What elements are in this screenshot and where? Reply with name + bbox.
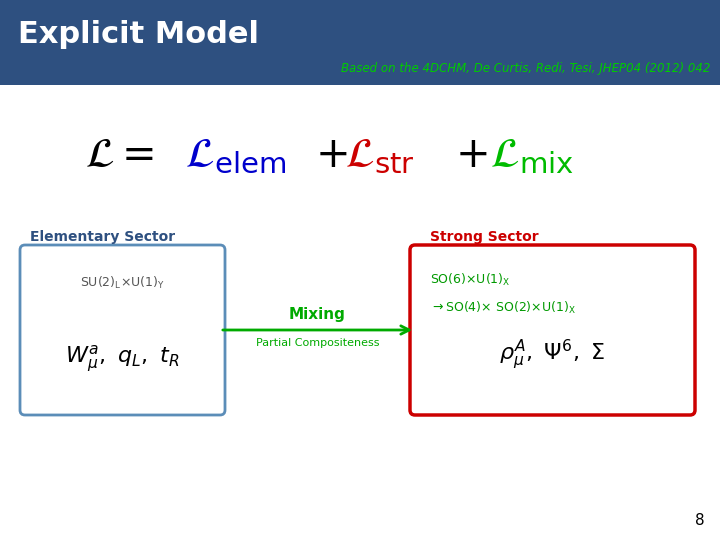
Text: Based on the 4DCHM, De Curtis, Redi, Tesi, JHEP04 (2012) 042: Based on the 4DCHM, De Curtis, Redi, Tes… [341,62,710,75]
Text: Elementary Sector: Elementary Sector [30,230,175,244]
Text: Explicit Model: Explicit Model [18,20,259,49]
Text: $\mathcal{L} = $: $\mathcal{L} = $ [85,134,154,176]
FancyBboxPatch shape [410,245,695,415]
Text: $\mathrm{\to SO(4){\times}\ SO(2){\times}U(1)_X}$: $\mathrm{\to SO(4){\times}\ SO(2){\times… [430,300,576,316]
Text: Partial Compositeness: Partial Compositeness [256,338,379,348]
Text: $W^a_\mu,\ q_L,\ t_R$: $W^a_\mu,\ q_L,\ t_R$ [66,344,180,375]
Text: Strong Sector: Strong Sector [430,230,539,244]
Text: $+$: $+$ [455,134,487,176]
Text: $\mathcal{L}_{\mathrm{str}}$: $\mathcal{L}_{\mathrm{str}}$ [345,134,415,176]
Text: $+$: $+$ [315,134,347,176]
FancyBboxPatch shape [20,245,225,415]
Text: $\mathcal{L}_{\mathrm{mix}}$: $\mathcal{L}_{\mathrm{mix}}$ [490,134,574,176]
Text: $\mathrm{SO(6){\times}U(1)_X}$: $\mathrm{SO(6){\times}U(1)_X}$ [430,272,510,288]
Text: $\mathcal{L}_{\mathrm{elem}}$: $\mathcal{L}_{\mathrm{elem}}$ [185,134,286,176]
Text: $\mathrm{SU(2)_L{\times}U(1)_Y}$: $\mathrm{SU(2)_L{\times}U(1)_Y}$ [80,275,165,291]
Text: Mixing: Mixing [289,307,346,322]
Text: $\rho^A_\mu,\ \Psi^6,\ \Sigma$: $\rho^A_\mu,\ \Psi^6,\ \Sigma$ [499,338,606,372]
Text: 8: 8 [696,513,705,528]
Bar [0,0,720,85]
